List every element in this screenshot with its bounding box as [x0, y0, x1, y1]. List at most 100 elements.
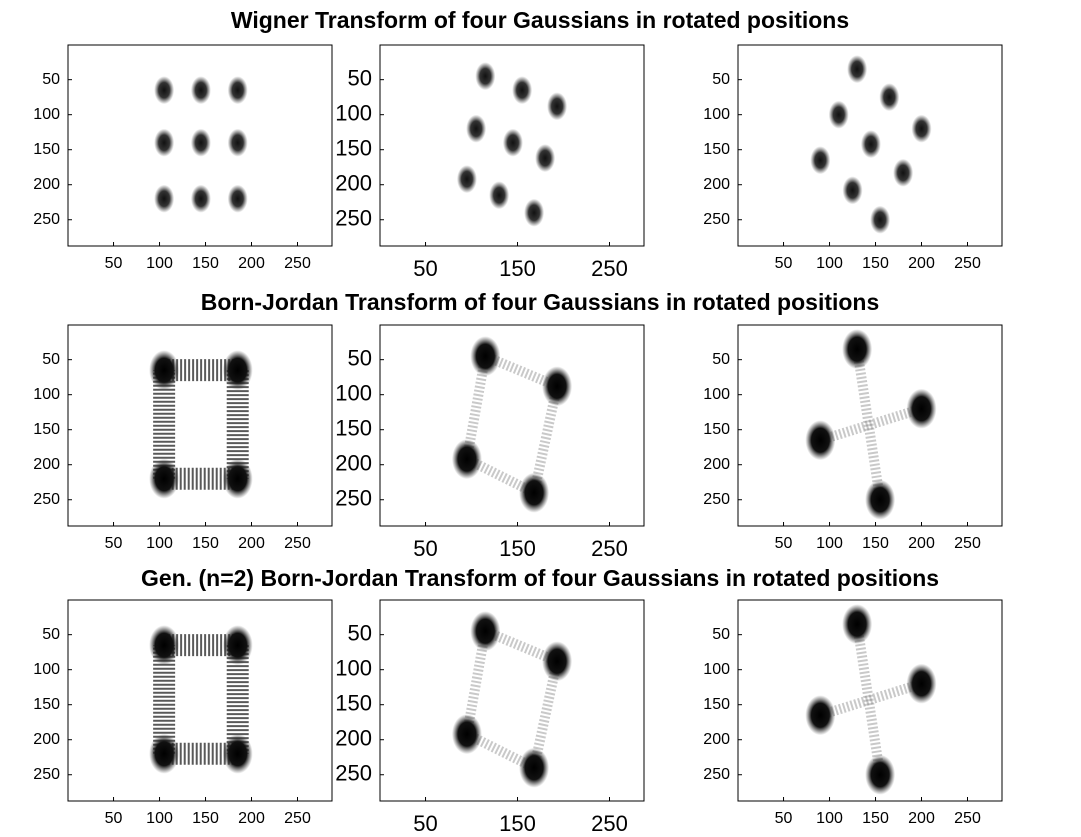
- y-tick-label: 150: [703, 421, 730, 438]
- gaussian-spot: [842, 329, 872, 369]
- gaussian-spot: [503, 129, 523, 157]
- x-tick-label: 200: [238, 810, 265, 827]
- gaussian-spot: [829, 101, 849, 129]
- gaussian-spot: [912, 115, 932, 143]
- y-tick-label: 100: [703, 106, 730, 123]
- gaussian-spot: [223, 459, 253, 499]
- gaussian-spot: [154, 185, 174, 213]
- x-tick-label: 250: [284, 810, 311, 827]
- gaussian-spot: [542, 641, 572, 681]
- gaussian-spot: [810, 146, 830, 174]
- gaussian-spot: [865, 480, 895, 520]
- gaussian-spot: [847, 55, 867, 83]
- x-tick-label: 150: [192, 255, 219, 272]
- axes-frame: [380, 325, 644, 526]
- y-tick-label: 200: [703, 176, 730, 193]
- y-tick-label: 150: [33, 421, 60, 438]
- x-tick-label: 250: [954, 810, 981, 827]
- gaussian-spot: [843, 176, 863, 204]
- y-tick-label: 250: [703, 211, 730, 228]
- x-tick-label: 100: [146, 810, 173, 827]
- gaussian-spot: [223, 625, 253, 665]
- x-tick-label: 100: [146, 255, 173, 272]
- gaussian-spot: [191, 185, 211, 213]
- y-tick-label: 250: [703, 766, 730, 783]
- y-tick-label: 100: [33, 661, 60, 678]
- gaussian-spot: [535, 144, 555, 172]
- y-tick-label: 200: [703, 731, 730, 748]
- y-tick-label: 50: [712, 71, 730, 88]
- gaussian-spot: [879, 83, 899, 111]
- row-title: Gen. (n=2) Born-Jordan Transform of four…: [141, 565, 939, 591]
- x-tick-label: 150: [862, 255, 889, 272]
- y-tick-label: 100: [33, 106, 60, 123]
- gaussian-spot: [865, 755, 895, 795]
- x-tick-label: 50: [105, 535, 123, 552]
- gaussian-spot: [547, 92, 567, 120]
- x-tick-label: 150: [192, 535, 219, 552]
- y-tick-label: 50: [712, 626, 730, 643]
- gaussian-spot: [470, 611, 500, 651]
- row-title: Born-Jordan Transform of four Gaussians …: [201, 289, 880, 315]
- gaussian-spot: [870, 206, 890, 234]
- y-tick-label: 200: [33, 731, 60, 748]
- interference-band: [857, 349, 880, 500]
- y-tick-label: 100: [335, 380, 372, 405]
- y-tick-label: 50: [42, 351, 60, 368]
- gaussian-spot: [223, 350, 253, 390]
- x-tick-label: 250: [591, 536, 628, 561]
- gaussian-spot: [907, 664, 937, 704]
- y-tick-label: 250: [33, 491, 60, 508]
- y-tick-label: 50: [348, 65, 372, 90]
- y-tick-label: 250: [33, 766, 60, 783]
- gaussian-spot: [907, 389, 937, 429]
- gaussian-spot: [154, 76, 174, 104]
- x-tick-label: 50: [775, 810, 793, 827]
- y-tick-label: 250: [335, 206, 372, 231]
- x-tick-label: 50: [413, 256, 437, 281]
- x-tick-label: 150: [499, 256, 536, 281]
- gaussian-spot: [149, 734, 179, 774]
- gaussian-spot: [452, 439, 482, 479]
- y-tick-label: 200: [703, 456, 730, 473]
- interference-band: [857, 624, 880, 775]
- gaussian-spot: [149, 459, 179, 499]
- x-tick-label: 250: [284, 535, 311, 552]
- gaussian-spot: [842, 604, 872, 644]
- x-tick-label: 150: [499, 536, 536, 561]
- x-tick-label: 150: [862, 810, 889, 827]
- y-tick-label: 150: [335, 691, 372, 716]
- gaussian-spot: [893, 159, 913, 187]
- x-tick-label: 50: [775, 535, 793, 552]
- y-tick-label: 100: [703, 661, 730, 678]
- gaussian-spot: [519, 748, 549, 788]
- gaussian-spot: [228, 129, 248, 157]
- gaussian-spot: [154, 129, 174, 157]
- axes-frame: [380, 600, 644, 801]
- gaussian-spot: [228, 76, 248, 104]
- x-tick-label: 50: [413, 811, 437, 836]
- y-tick-label: 100: [335, 655, 372, 680]
- x-tick-label: 50: [775, 255, 793, 272]
- axes-frame: [68, 325, 332, 526]
- y-tick-label: 150: [335, 416, 372, 441]
- x-tick-label: 200: [908, 810, 935, 827]
- gaussian-spot: [475, 62, 495, 90]
- y-tick-label: 50: [348, 345, 372, 370]
- y-tick-label: 150: [33, 696, 60, 713]
- y-tick-label: 250: [335, 761, 372, 786]
- x-tick-label: 50: [105, 255, 123, 272]
- x-tick-label: 150: [192, 810, 219, 827]
- y-tick-label: 50: [712, 351, 730, 368]
- row-title: Wigner Transform of four Gaussians in ro…: [231, 7, 849, 33]
- y-tick-label: 150: [33, 141, 60, 158]
- gaussian-spot: [149, 350, 179, 390]
- gaussian-spot: [519, 473, 549, 513]
- x-tick-label: 150: [862, 535, 889, 552]
- gaussian-spot: [228, 185, 248, 213]
- gaussian-spot: [861, 130, 881, 158]
- gaussian-spot: [805, 420, 835, 460]
- y-tick-label: 100: [335, 100, 372, 125]
- gaussian-spot: [191, 76, 211, 104]
- x-tick-label: 250: [591, 256, 628, 281]
